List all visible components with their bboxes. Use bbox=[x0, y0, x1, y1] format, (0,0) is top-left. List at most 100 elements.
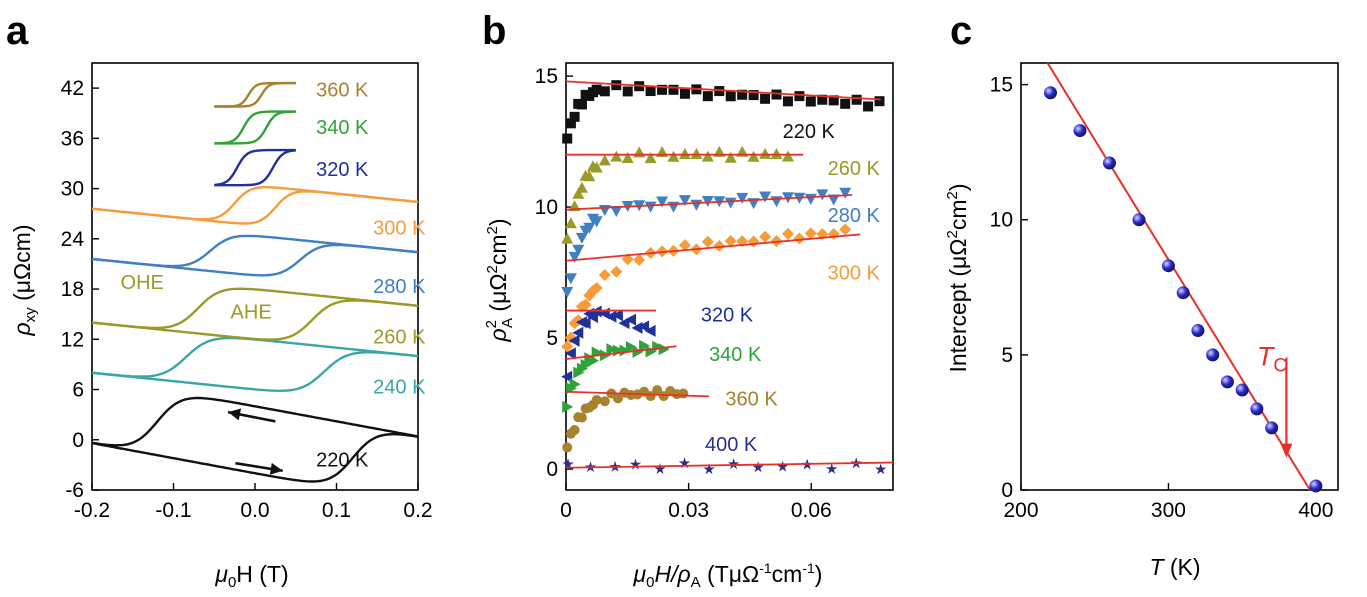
x-tick-label-0: -0.2 bbox=[74, 499, 110, 522]
data-point bbox=[568, 251, 581, 263]
temperature-label: 400 K bbox=[705, 434, 758, 456]
data-point bbox=[678, 388, 689, 399]
data-point bbox=[572, 187, 585, 199]
data-point bbox=[827, 228, 840, 240]
tc-label: TC bbox=[1257, 342, 1287, 377]
data-point bbox=[610, 206, 623, 217]
data-point bbox=[1235, 383, 1249, 397]
data-point bbox=[713, 240, 726, 252]
tc-label-sub: C bbox=[1273, 356, 1287, 377]
data-point bbox=[590, 216, 603, 228]
panel-letter-c: c bbox=[950, 9, 972, 53]
data-point bbox=[590, 305, 602, 318]
temperature-label: 260 K bbox=[828, 158, 881, 180]
data-point bbox=[599, 396, 610, 407]
data-point bbox=[759, 191, 772, 203]
panel-b: b 0 0.03 0.06 0 5 10 15 220 K 260 K 280 K 300 K 320… bbox=[482, 9, 894, 591]
tc-arrow-head bbox=[1280, 443, 1293, 458]
data-point bbox=[612, 393, 623, 404]
x-tick-label-2: 200 bbox=[1003, 499, 1038, 522]
hysteresis-branch-down bbox=[214, 81, 296, 108]
data-point bbox=[690, 199, 703, 211]
data-point bbox=[631, 321, 643, 334]
temperature-label: 300 K bbox=[828, 263, 881, 285]
hysteresis-branch-down bbox=[91, 287, 419, 330]
data-point bbox=[782, 227, 794, 240]
data-point bbox=[668, 84, 679, 95]
panel-c: c 200 300 400 0 5 10 15 TC T (K) Intercept (μΩ2… bbox=[944, 9, 1339, 580]
temperature-label: 300 K bbox=[373, 218, 426, 240]
data-point bbox=[611, 80, 622, 91]
data-point bbox=[1102, 156, 1116, 170]
temperature-label: 280 K bbox=[828, 205, 881, 227]
data-point bbox=[724, 235, 737, 247]
data-point bbox=[564, 217, 577, 229]
data-point bbox=[770, 148, 783, 160]
data-point bbox=[782, 150, 794, 162]
x-tick-label-0: 0.2 bbox=[403, 499, 432, 522]
data-point bbox=[644, 152, 657, 164]
data-point bbox=[564, 347, 576, 360]
data-point bbox=[562, 442, 573, 453]
data-point bbox=[759, 230, 772, 243]
data-point bbox=[587, 311, 598, 323]
data-point bbox=[840, 98, 851, 109]
plot-frame-1 bbox=[565, 62, 894, 491]
data-point bbox=[678, 195, 691, 207]
x-axis-label-b: μ0H/ρA (TμΩ-1cm-1) bbox=[633, 560, 823, 591]
data-point bbox=[679, 88, 690, 99]
data-point bbox=[564, 273, 577, 285]
data-point bbox=[598, 154, 611, 166]
x-tick-label-1: 0.06 bbox=[791, 499, 832, 522]
data-point bbox=[591, 394, 602, 405]
data-point bbox=[644, 324, 656, 337]
temperature-label: 340 K bbox=[709, 344, 762, 366]
data-point bbox=[639, 339, 651, 352]
hysteresis-branch-up bbox=[91, 433, 419, 483]
linear-fit-line bbox=[565, 80, 881, 101]
data-point bbox=[652, 340, 664, 353]
data-point bbox=[611, 309, 623, 322]
y-axis-label-a: ρxy (μΩcm) bbox=[9, 224, 39, 336]
data-point bbox=[725, 91, 736, 102]
data-point bbox=[621, 152, 634, 163]
data-point bbox=[759, 147, 772, 159]
tc-label-main: T bbox=[1257, 342, 1276, 372]
data-point bbox=[579, 298, 592, 311]
sweep-arrow-head bbox=[228, 408, 242, 421]
linear-fit-line bbox=[565, 345, 677, 360]
x-axis-label-a: μ0H (T) bbox=[214, 561, 288, 591]
data-point bbox=[1132, 213, 1146, 227]
temperature-label: 320 K bbox=[316, 159, 369, 181]
plot-frame-2 bbox=[1020, 62, 1339, 491]
plot-area-a: -0.2 -0.1 0.0 0.1 0.2 -6 0 6 12 18 24 30 36 42 220 K 24… bbox=[61, 62, 433, 522]
data-point bbox=[667, 150, 680, 162]
data-point bbox=[828, 95, 839, 106]
data-point bbox=[572, 244, 585, 256]
y-tick-label-0: 24 bbox=[61, 228, 85, 251]
x-tick-label-2: 400 bbox=[1298, 499, 1333, 522]
temperature-label: 220 K bbox=[783, 121, 836, 143]
data-point bbox=[817, 94, 828, 105]
data-point bbox=[633, 146, 646, 158]
data-point bbox=[625, 313, 636, 326]
y-tick-label-0: 42 bbox=[61, 77, 84, 100]
temperature-label: 260 K bbox=[373, 326, 426, 348]
data-point bbox=[610, 150, 623, 162]
data-point bbox=[678, 457, 691, 469]
data-point bbox=[724, 197, 737, 209]
data-point bbox=[561, 232, 574, 244]
data-point bbox=[1265, 421, 1279, 435]
hysteresis-branch-down bbox=[91, 336, 419, 378]
data-point bbox=[562, 458, 574, 470]
panel-a: a -0.2 -0.1 0.0 0.1 0.2 -6 0 6 12 18 24 30 36 42 220 K… bbox=[6, 9, 433, 591]
annotation-label: OHE bbox=[121, 272, 164, 294]
data-point bbox=[804, 227, 817, 240]
y-tick-label-2: 10 bbox=[990, 209, 1013, 232]
data-point bbox=[583, 222, 596, 234]
data-point bbox=[1220, 375, 1234, 389]
x-tick-label-1: 0 bbox=[560, 499, 572, 522]
y-axis-label-c: Intercept (μΩ2cm2) bbox=[944, 183, 971, 372]
y-tick-label-0: 18 bbox=[61, 278, 84, 301]
